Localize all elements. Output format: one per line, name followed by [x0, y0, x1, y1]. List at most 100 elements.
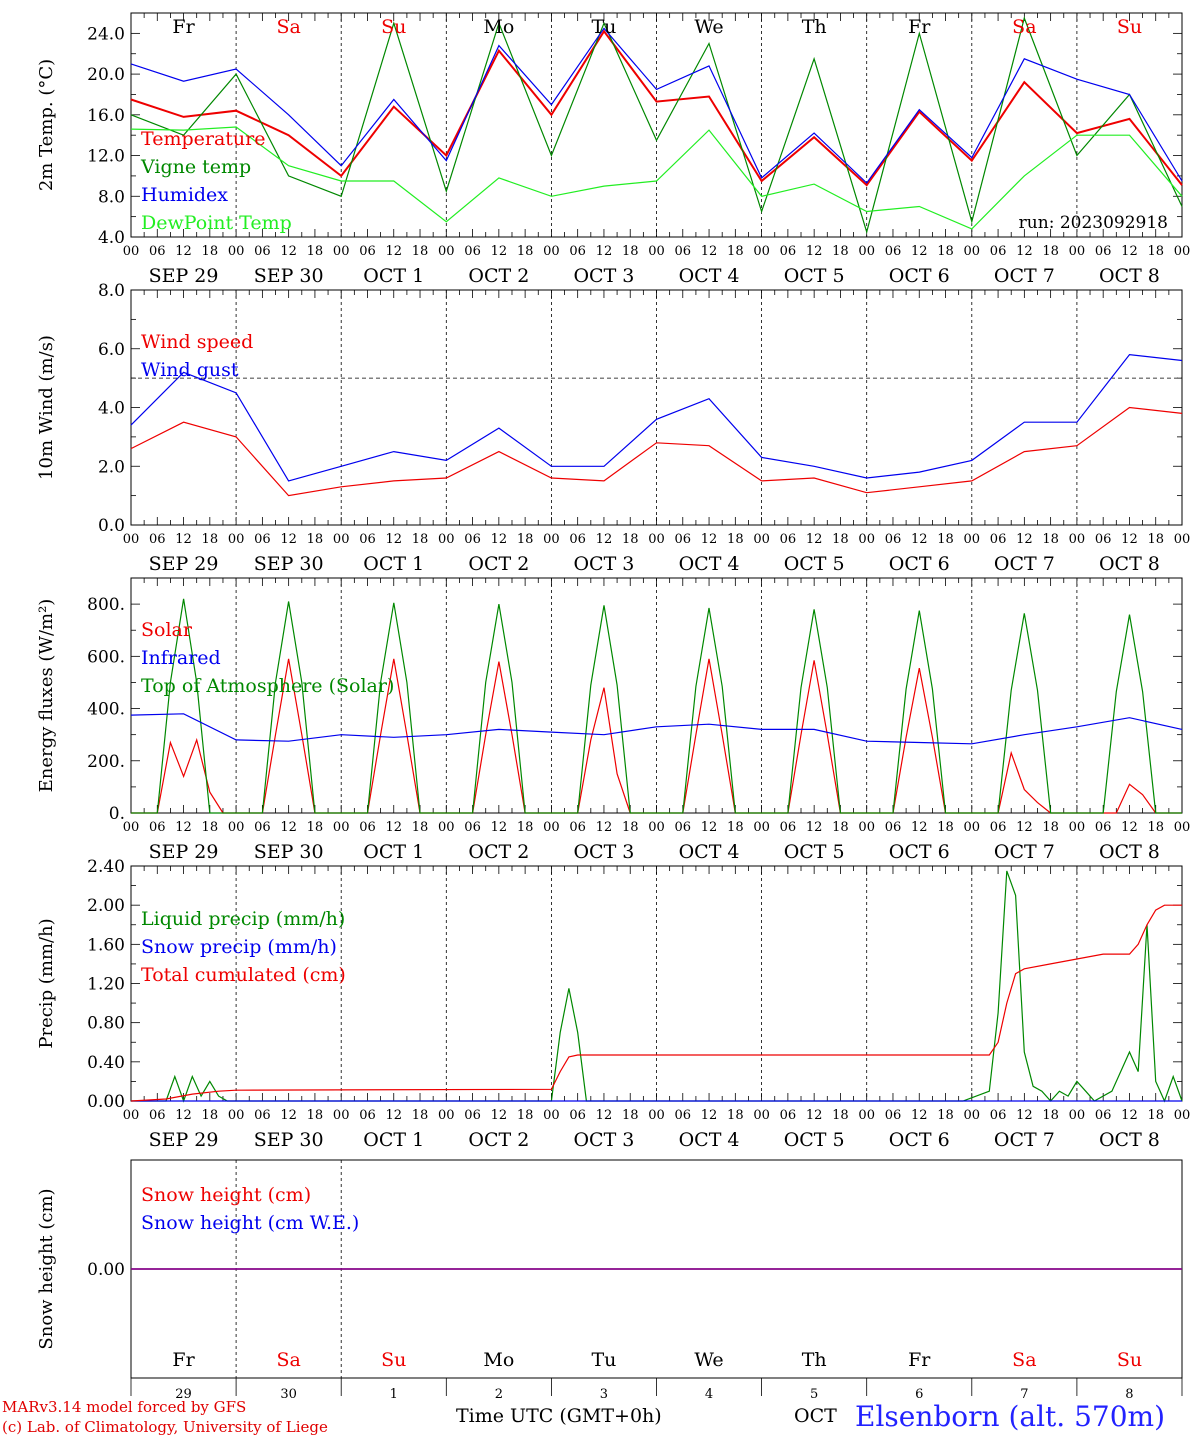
y-tick-label: 0.40: [87, 1053, 125, 1073]
hour-tick-label: 06: [569, 532, 586, 547]
y-tick-label: 800.: [87, 595, 125, 615]
date-label: OCT 1: [363, 841, 424, 863]
hour-tick-label: 06: [359, 1108, 376, 1123]
date-label: OCT 5: [784, 841, 845, 863]
hour-tick-label: 12: [596, 820, 613, 835]
date-label: OCT 2: [468, 553, 529, 575]
hour-tick-label: 06: [569, 244, 586, 259]
date-label: OCT 3: [573, 265, 634, 287]
day-name: Sa: [276, 1349, 300, 1371]
y-tick-label: 8.0: [98, 281, 125, 301]
series-line-wind-gust: [130, 353, 1183, 482]
hour-tick-label: 12: [491, 820, 508, 835]
y-tick-label: 6.0: [98, 340, 125, 360]
hour-tick-label: 00: [123, 820, 140, 835]
day-name: Th: [802, 16, 827, 38]
hour-tick-label: 12: [1121, 532, 1138, 547]
station-name: Elsenborn (alt. 570m): [855, 1400, 1166, 1433]
hour-tick-label: 00: [964, 532, 981, 547]
hour-tick-label: 12: [596, 532, 613, 547]
date-label: OCT 4: [679, 841, 740, 863]
series-line-vigne-temp: [130, 16, 1183, 235]
hour-tick-label: 18: [1042, 532, 1059, 547]
lab-credit: (c) Lab. of Climatology, University of L…: [2, 1418, 328, 1436]
hour-tick-label: 12: [491, 1108, 508, 1123]
hour-tick-label: 06: [780, 244, 797, 259]
hour-tick-label: 12: [280, 1108, 297, 1123]
hour-tick-label: 06: [990, 1108, 1007, 1123]
y-axis-title: 2m Temp. (°C): [36, 59, 57, 191]
date-label: OCT 2: [468, 841, 529, 863]
y-tick-label: 0.: [109, 804, 125, 824]
hour-tick-label: 12: [175, 244, 192, 259]
hour-tick-label: 18: [202, 532, 219, 547]
day-name: Fr: [172, 16, 195, 38]
hour-tick-label: 12: [385, 244, 402, 259]
hour-tick-label: 00: [1174, 532, 1191, 547]
hour-tick-label: 06: [675, 244, 692, 259]
hour-tick-label: 18: [307, 1108, 324, 1123]
hour-tick-label: 00: [1174, 244, 1191, 259]
hour-tick-label: 06: [675, 820, 692, 835]
y-tick-label: 20.0: [87, 65, 125, 85]
day-name: Tu: [591, 1349, 616, 1371]
date-label: OCT 1: [363, 553, 424, 575]
day-name: Sa: [1012, 16, 1036, 38]
hour-tick-label: 18: [307, 820, 324, 835]
hour-tick-label: 18: [727, 532, 744, 547]
hour-tick-label: 18: [412, 532, 429, 547]
date-label: OCT 4: [679, 553, 740, 575]
date-label: OCT 3: [573, 553, 634, 575]
hour-tick-label: 00: [753, 244, 770, 259]
hour-tick-label: 00: [858, 820, 875, 835]
hour-tick-label: 18: [727, 820, 744, 835]
hour-tick-label: 00: [1069, 820, 1086, 835]
hour-tick-label: 06: [1095, 532, 1112, 547]
hour-tick-label: 00: [1069, 244, 1086, 259]
y-tick-label: 8.0: [98, 187, 125, 207]
hour-tick-label: 00: [543, 1108, 560, 1123]
hour-tick-label: 18: [1147, 532, 1164, 547]
day-name: We: [694, 16, 723, 38]
hour-tick-label: 18: [307, 532, 324, 547]
hour-tick-label: 06: [675, 532, 692, 547]
hour-tick-label: 12: [385, 1108, 402, 1123]
y-tick-label: 200.: [87, 752, 125, 772]
date-label: OCT 5: [784, 265, 845, 287]
hour-tick-label: 12: [806, 244, 823, 259]
date-label: OCT 1: [363, 265, 424, 287]
hour-tick-label: 06: [359, 820, 376, 835]
day-number: 7: [1020, 1387, 1028, 1402]
day-name: Tu: [591, 16, 616, 38]
hour-tick-label: 12: [175, 532, 192, 547]
hour-tick-label: 18: [832, 244, 849, 259]
date-label: OCT 8: [1099, 265, 1160, 287]
date-label: OCT 1: [363, 1129, 424, 1151]
hour-tick-label: 00: [438, 1108, 455, 1123]
day-number: 5: [810, 1387, 818, 1402]
hour-tick-label: 00: [1174, 820, 1191, 835]
hour-tick-label: 06: [464, 532, 481, 547]
legend-entry: Wind speed: [141, 331, 253, 353]
hour-tick-label: 06: [149, 532, 166, 547]
model-credit: MARv3.14 model forced by GFS: [2, 1398, 247, 1416]
hour-tick-label: 00: [123, 244, 140, 259]
y-tick-label: 4.0: [98, 228, 125, 248]
legend-entry: Humidex: [141, 184, 228, 206]
hour-tick-label: 18: [622, 820, 639, 835]
hour-tick-label: 06: [1095, 1108, 1112, 1123]
hour-tick-label: 06: [254, 820, 271, 835]
hour-tick-label: 06: [359, 244, 376, 259]
hour-tick-label: 06: [254, 244, 271, 259]
hour-tick-label: 18: [412, 820, 429, 835]
hour-tick-label: 00: [753, 820, 770, 835]
date-label: SEP 29: [149, 553, 219, 575]
legend-entry: Vigne temp: [140, 156, 251, 178]
hour-tick-label: 18: [832, 820, 849, 835]
date-label: OCT 6: [889, 841, 950, 863]
y-axis-title: Snow height (cm): [36, 1188, 57, 1349]
hour-tick-label: 00: [858, 532, 875, 547]
hour-tick-label: 18: [937, 1108, 954, 1123]
day-name: Fr: [908, 16, 931, 38]
